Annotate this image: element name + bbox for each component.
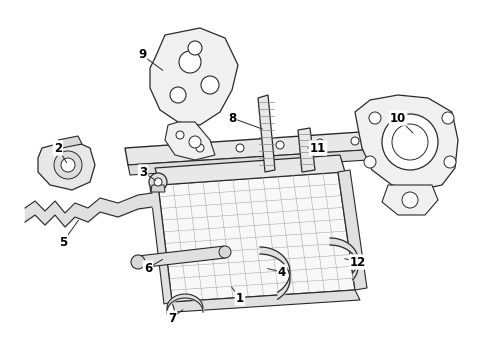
Circle shape [369,112,381,124]
Polygon shape [155,155,345,185]
Circle shape [179,51,201,73]
Circle shape [444,156,456,168]
Polygon shape [137,246,226,268]
Polygon shape [338,170,367,290]
Circle shape [54,151,82,179]
Text: 8: 8 [228,112,236,125]
Polygon shape [158,172,355,302]
Circle shape [188,41,202,55]
Circle shape [149,173,167,191]
Polygon shape [172,290,360,312]
Circle shape [131,255,145,269]
Polygon shape [38,140,95,190]
Circle shape [392,124,428,160]
Text: 6: 6 [144,261,152,274]
Circle shape [219,246,231,258]
Circle shape [382,114,438,170]
Circle shape [316,139,324,147]
Text: 5: 5 [59,235,67,248]
Text: 11: 11 [310,141,326,154]
Text: 3: 3 [139,166,147,179]
Circle shape [61,158,75,172]
Text: 1: 1 [236,292,244,305]
Text: 10: 10 [390,112,406,125]
Polygon shape [58,136,82,148]
Text: 9: 9 [138,49,146,62]
Circle shape [402,192,418,208]
Polygon shape [150,28,238,125]
Circle shape [364,156,376,168]
Text: 12: 12 [350,256,366,269]
Polygon shape [151,185,165,192]
Circle shape [442,112,454,124]
Polygon shape [165,122,215,160]
Circle shape [154,178,162,186]
Circle shape [189,136,201,148]
Circle shape [351,137,359,145]
Circle shape [196,144,204,152]
Circle shape [276,141,284,149]
Polygon shape [355,95,458,190]
Polygon shape [125,130,398,165]
Circle shape [170,87,186,103]
Polygon shape [150,185,172,304]
Polygon shape [258,95,275,172]
Polygon shape [298,128,315,172]
Text: 4: 4 [278,266,286,279]
Circle shape [236,144,244,152]
Circle shape [176,131,184,139]
Text: 2: 2 [54,141,62,154]
Polygon shape [128,148,400,175]
Text: 7: 7 [168,311,176,324]
Circle shape [201,76,219,94]
Polygon shape [382,185,438,215]
